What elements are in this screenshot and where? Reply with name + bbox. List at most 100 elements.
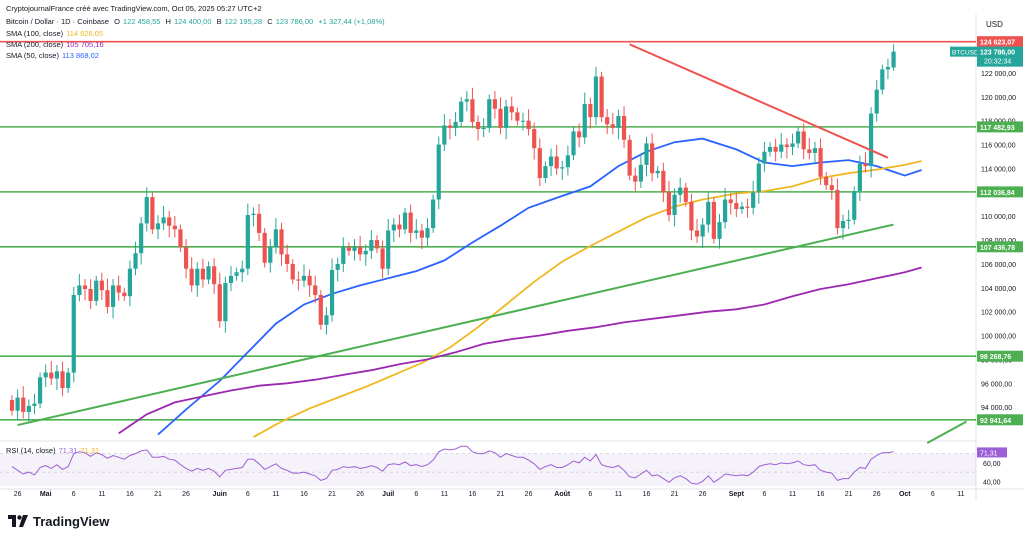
candle-body-140 [796, 131, 801, 144]
candle-body-132 [751, 192, 756, 208]
x-tick-label: 26 [699, 491, 707, 498]
candle-body-62 [358, 247, 363, 255]
candle-body-90 [515, 112, 520, 121]
candle-body-12 [77, 285, 82, 295]
y-tick-label: 96 000,00 [981, 381, 1012, 388]
tradingview-logo[interactable]: TradingView [8, 512, 109, 530]
level-tag-bg-5 [977, 414, 1023, 426]
candle-body-57 [329, 269, 335, 316]
sma200-label: SMA (200, close) [6, 40, 64, 49]
candle-body-72 [414, 230, 419, 233]
candle-body-30 [178, 229, 183, 248]
candle-body-94 [537, 148, 542, 178]
candle-body-44 [256, 213, 262, 233]
candle-body-35 [206, 266, 211, 280]
candle-body-137 [779, 144, 784, 152]
candle-body-69 [397, 224, 402, 230]
x-tick-label: 16 [469, 491, 477, 498]
candle-body-143 [812, 148, 818, 153]
candle-body-33 [195, 268, 200, 286]
price-tag-label: 123 786,00 [980, 50, 1015, 57]
candle-body-146 [829, 185, 834, 190]
x-tick-label: 16 [300, 491, 308, 498]
candle-body-58 [335, 263, 340, 270]
trend-line-2 [926, 420, 968, 444]
candle-body-110 [627, 139, 632, 176]
candle-body-101 [577, 131, 582, 138]
y-tick-label: 122 000,00 [981, 71, 1016, 78]
x-tick-label: 6 [762, 491, 766, 498]
x-tick-label: 21 [497, 491, 505, 498]
candle-body-127 [723, 199, 728, 223]
x-tick-label: 21 [845, 491, 853, 498]
y-tick-label: 102 000,00 [981, 310, 1016, 317]
x-tick-label: 11 [789, 491, 796, 498]
candle-body-111 [633, 175, 638, 182]
x-tick-label: 26 [182, 491, 190, 498]
sma200-legend[interactable]: SMA (200, close) 105 705,16 [6, 40, 107, 49]
x-tick-label: 26 [873, 491, 881, 498]
candle-body-47 [273, 229, 279, 248]
level-tag-bg-2 [977, 186, 1023, 198]
candle-body-45 [262, 232, 267, 263]
x-tick-label: 21 [671, 491, 679, 498]
y-tick-label: 116 000,00 [981, 143, 1016, 150]
candle-body-63 [363, 250, 368, 255]
candle-body-21 [127, 268, 133, 297]
y-tick-label: 110 000,00 [981, 214, 1016, 221]
candle-body-109 [621, 115, 627, 140]
sma200-value: 105 705,16 [66, 40, 104, 49]
candle-body-124 [706, 201, 711, 225]
candle-body-55 [318, 294, 323, 325]
rsi-legend[interactable]: RSI (14, close) 71,31 71,31 [6, 446, 102, 455]
sma50-label: SMA (50, close) [6, 51, 59, 60]
candle-body-155 [880, 69, 885, 90]
rsi-value: 71,31 [58, 446, 78, 455]
candle-body-2 [21, 397, 26, 412]
candle-body-98 [560, 167, 565, 169]
candle-body-149 [846, 219, 851, 221]
candle-body-46 [268, 247, 273, 263]
candle-body-53 [307, 275, 312, 286]
candle-body-157 [891, 51, 896, 68]
candle-body-10 [66, 372, 71, 389]
candle-body-107 [610, 124, 615, 128]
ohlc-l-value: 122 195,28 [224, 17, 263, 26]
x-tick-label: 6 [246, 491, 250, 498]
candle-body-61 [352, 247, 357, 251]
candle-body-37 [217, 284, 222, 322]
x-tick-label: 6 [931, 491, 935, 498]
candle-body-66 [380, 248, 385, 269]
y-tick-label: 104 000,00 [981, 286, 1016, 293]
candle-body-151 [857, 163, 862, 192]
candle-body-29 [172, 225, 177, 230]
candle-body-142 [807, 149, 812, 153]
candle-body-130 [739, 206, 745, 210]
candle-body-96 [548, 156, 554, 167]
x-tick-label: 16 [643, 491, 651, 498]
x-tick-label: 6 [414, 491, 418, 498]
candle-body-113 [644, 143, 649, 165]
sma50-legend[interactable]: SMA (50, close) 113 868,02 [6, 51, 102, 60]
publisher-text: CryptojournalFrance créé avec TradingVie… [6, 4, 262, 13]
candle-body-22 [133, 253, 138, 269]
sma-line-2 [118, 266, 922, 435]
x-tick-label: 11 [441, 491, 448, 498]
candle-body-79 [453, 121, 458, 128]
candle-body-105 [599, 76, 604, 118]
candle-body-76 [436, 144, 441, 200]
candle-body-118 [672, 194, 677, 215]
x-tick-label: Juil [382, 491, 394, 498]
candle-body-26 [155, 223, 161, 230]
rsi-label: RSI (14, close) [6, 446, 56, 455]
rsi-value-tag: 71,31 [980, 450, 998, 457]
candle-body-78 [447, 125, 453, 128]
candle-body-108 [616, 115, 621, 128]
candle-body-99 [565, 155, 570, 168]
candle-body-139 [790, 143, 795, 147]
sma100-legend[interactable]: SMA (100, close) 114 626,05 [6, 29, 106, 38]
level-tag-label-2: 112 036,84 [980, 190, 1015, 197]
candle-body-32 [189, 268, 194, 286]
